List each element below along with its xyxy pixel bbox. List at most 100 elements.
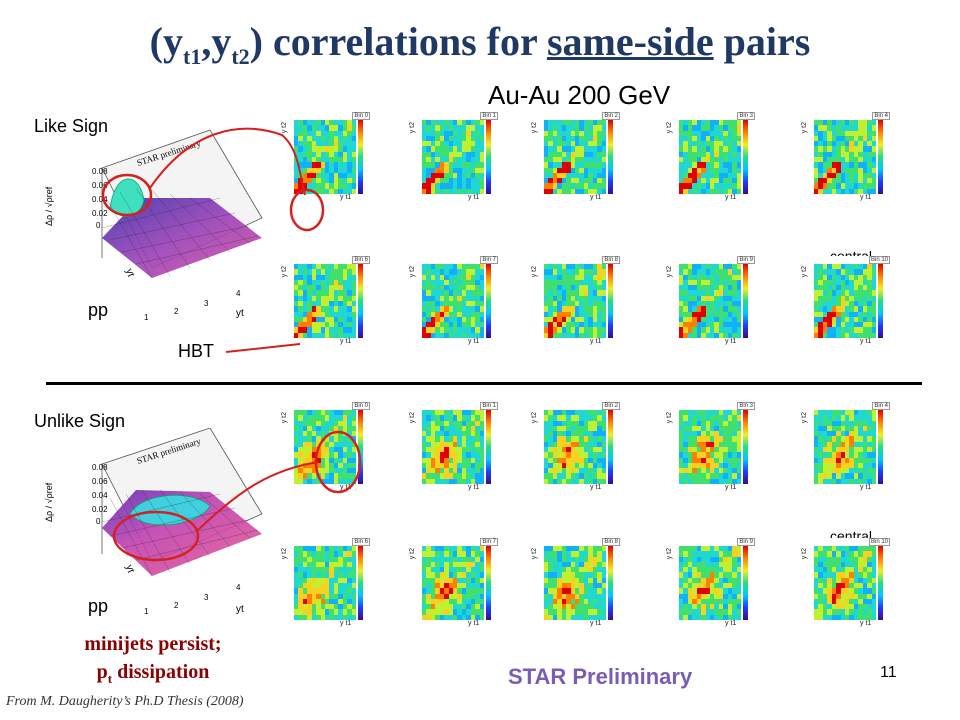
- heatmap-panel: Bin 7 y t1 y t2: [408, 538, 504, 630]
- heatmap-panel: Bin 6 y t1 y t2: [280, 538, 376, 630]
- colorbar: [358, 264, 363, 338]
- unlike-surface-z-label: Δρ / √ρref: [44, 482, 54, 522]
- heatmap-cells: [544, 410, 606, 484]
- bin-label: Bin 2: [602, 402, 620, 410]
- collision-system-label: Au-Au 200 GeV: [488, 80, 671, 110]
- heatmap-cells: [294, 546, 356, 620]
- bin-label: Bin 6: [352, 538, 370, 546]
- bin-label: Bin 7: [480, 256, 498, 264]
- svg-text:4: 4: [236, 583, 241, 592]
- axis-y-label: y t2: [409, 266, 416, 278]
- axis-y-label: y t2: [801, 412, 808, 424]
- colorbar: [878, 410, 883, 484]
- axis-y-label: y t2: [666, 412, 673, 424]
- citation: From M. Daugherity’s Ph.D Thesis (2008): [6, 694, 244, 709]
- axis-y-label: y t2: [531, 266, 538, 278]
- heatmap-panel: Bin 1 y t1 y t2: [408, 402, 504, 494]
- heatmap-panel: Bin 0 y t1 y t2: [280, 402, 376, 494]
- svg-text:2: 2: [174, 601, 179, 610]
- unlike-surface-y-label: yt: [123, 563, 136, 574]
- colorbar: [743, 546, 748, 620]
- heatmap-cells: [814, 120, 876, 194]
- svg-text:4: 4: [236, 289, 241, 298]
- heatmap-panel: Bin 3 y t1 y t2: [665, 112, 761, 204]
- heatmap-cells: [422, 410, 484, 484]
- heatmap-panel: Bin 2 y t1 y t2: [530, 112, 626, 204]
- axis-x-label: y t1: [590, 484, 602, 491]
- axis-y-label: y t2: [281, 412, 288, 424]
- heatmap-panel: Bin 9 y t1 y t2: [665, 538, 761, 630]
- colorbar: [358, 120, 363, 194]
- unlike-sign-label: Unlike Sign: [34, 411, 126, 431]
- svg-text:1: 1: [144, 313, 149, 322]
- colorbar: [743, 410, 748, 484]
- svg-text:0.02: 0.02: [92, 209, 108, 218]
- hbt-label: HBT: [178, 341, 214, 361]
- unlike-sign-surface-plot: STAR preliminary Δρ / √ρref yt yt 0.080.…: [44, 428, 263, 616]
- bin-label: Bin 7: [480, 538, 498, 546]
- axis-x-label: y t1: [590, 338, 602, 345]
- axis-x-label: y t1: [590, 194, 602, 201]
- heatmap-cells: [544, 120, 606, 194]
- unlike-surface-x-label: yt: [236, 604, 244, 615]
- colorbar: [608, 120, 613, 194]
- svg-text:0.06: 0.06: [92, 477, 108, 486]
- colorbar: [486, 410, 491, 484]
- svg-text:3: 3: [204, 593, 209, 602]
- heatmap-cells: [294, 264, 356, 338]
- bin-label: Bin 4: [872, 402, 890, 410]
- section-divider: [46, 382, 922, 385]
- bin-label: Bin 10: [868, 256, 890, 264]
- svg-text:0: 0: [96, 221, 101, 230]
- unlike-pp-label: pp: [88, 596, 109, 616]
- colorbar: [743, 120, 748, 194]
- bin-label: Bin 6: [352, 256, 370, 264]
- axis-x-label: y t1: [725, 484, 737, 491]
- axis-y-label: y t2: [409, 122, 416, 134]
- heatmap-cells: [679, 120, 741, 194]
- axis-y-label: y t2: [531, 122, 538, 134]
- axis-x-label: y t1: [725, 194, 737, 201]
- heatmap-panel: Bin 0 y t1 y t2: [280, 112, 376, 204]
- heatmap-cells: [294, 120, 356, 194]
- heatmap-cells: [294, 410, 356, 484]
- conclusion-text: minijets persist; pt dissipation: [84, 633, 222, 686]
- like-sign-label: Like Sign: [34, 116, 109, 136]
- heatmap-cells: [422, 264, 484, 338]
- svg-text:0: 0: [96, 517, 101, 526]
- heatmap-panel: Bin 2 y t1 y t2: [530, 402, 626, 494]
- title-underlined-word: same-side: [546, 19, 714, 64]
- bin-label: Bin 9: [737, 256, 755, 264]
- axis-x-label: y t1: [860, 194, 872, 201]
- svg-text:0.02: 0.02: [92, 505, 108, 514]
- axis-x-label: y t1: [340, 194, 352, 201]
- axis-x-label: y t1: [860, 338, 872, 345]
- heatmap-cells: [679, 410, 741, 484]
- axis-y-label: y t2: [666, 122, 673, 134]
- heatmap-panel: Bin 6 y t1 y t2: [280, 256, 376, 348]
- axis-y-label: y t2: [281, 548, 288, 560]
- heatmap-cells: [422, 546, 484, 620]
- axis-y-label: y t2: [801, 266, 808, 278]
- axis-y-label: y t2: [281, 122, 288, 134]
- axis-y-label: y t2: [666, 266, 673, 278]
- svg-text:0.04: 0.04: [92, 491, 108, 500]
- axis-y-label: y t2: [409, 412, 416, 424]
- axis-x-label: y t1: [468, 484, 480, 491]
- axis-y-label: y t2: [531, 412, 538, 424]
- heatmap-cells: [679, 264, 741, 338]
- colorbar: [878, 120, 883, 194]
- heatmap-cells: [422, 120, 484, 194]
- heatmap-panel: Bin 4 y t1 y t2: [800, 112, 896, 204]
- colorbar: [358, 546, 363, 620]
- colorbar: [608, 264, 613, 338]
- axis-x-label: y t1: [468, 338, 480, 345]
- colorbar: [743, 264, 748, 338]
- axis-x-label: y t1: [340, 484, 352, 491]
- bin-label: Bin 4: [872, 112, 890, 120]
- svg-text:2: 2: [174, 307, 179, 316]
- bin-label: Bin 8: [602, 538, 620, 546]
- page-number: 11: [880, 664, 897, 681]
- colorbar: [486, 546, 491, 620]
- colorbar: [486, 264, 491, 338]
